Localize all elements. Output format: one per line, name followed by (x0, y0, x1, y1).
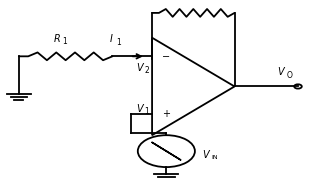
Text: 1: 1 (144, 107, 149, 116)
Text: V: V (277, 67, 284, 77)
Text: IN: IN (212, 155, 218, 160)
Text: +: + (162, 109, 170, 119)
Text: 1: 1 (62, 37, 67, 46)
Text: −: − (162, 52, 170, 62)
Text: R: R (53, 34, 60, 44)
Text: V: V (136, 104, 143, 114)
Text: V: V (136, 63, 143, 73)
Text: 2: 2 (144, 66, 149, 75)
Text: 1: 1 (116, 38, 121, 47)
Text: V: V (203, 150, 209, 160)
Text: O: O (286, 71, 292, 80)
Text: I: I (109, 35, 112, 44)
